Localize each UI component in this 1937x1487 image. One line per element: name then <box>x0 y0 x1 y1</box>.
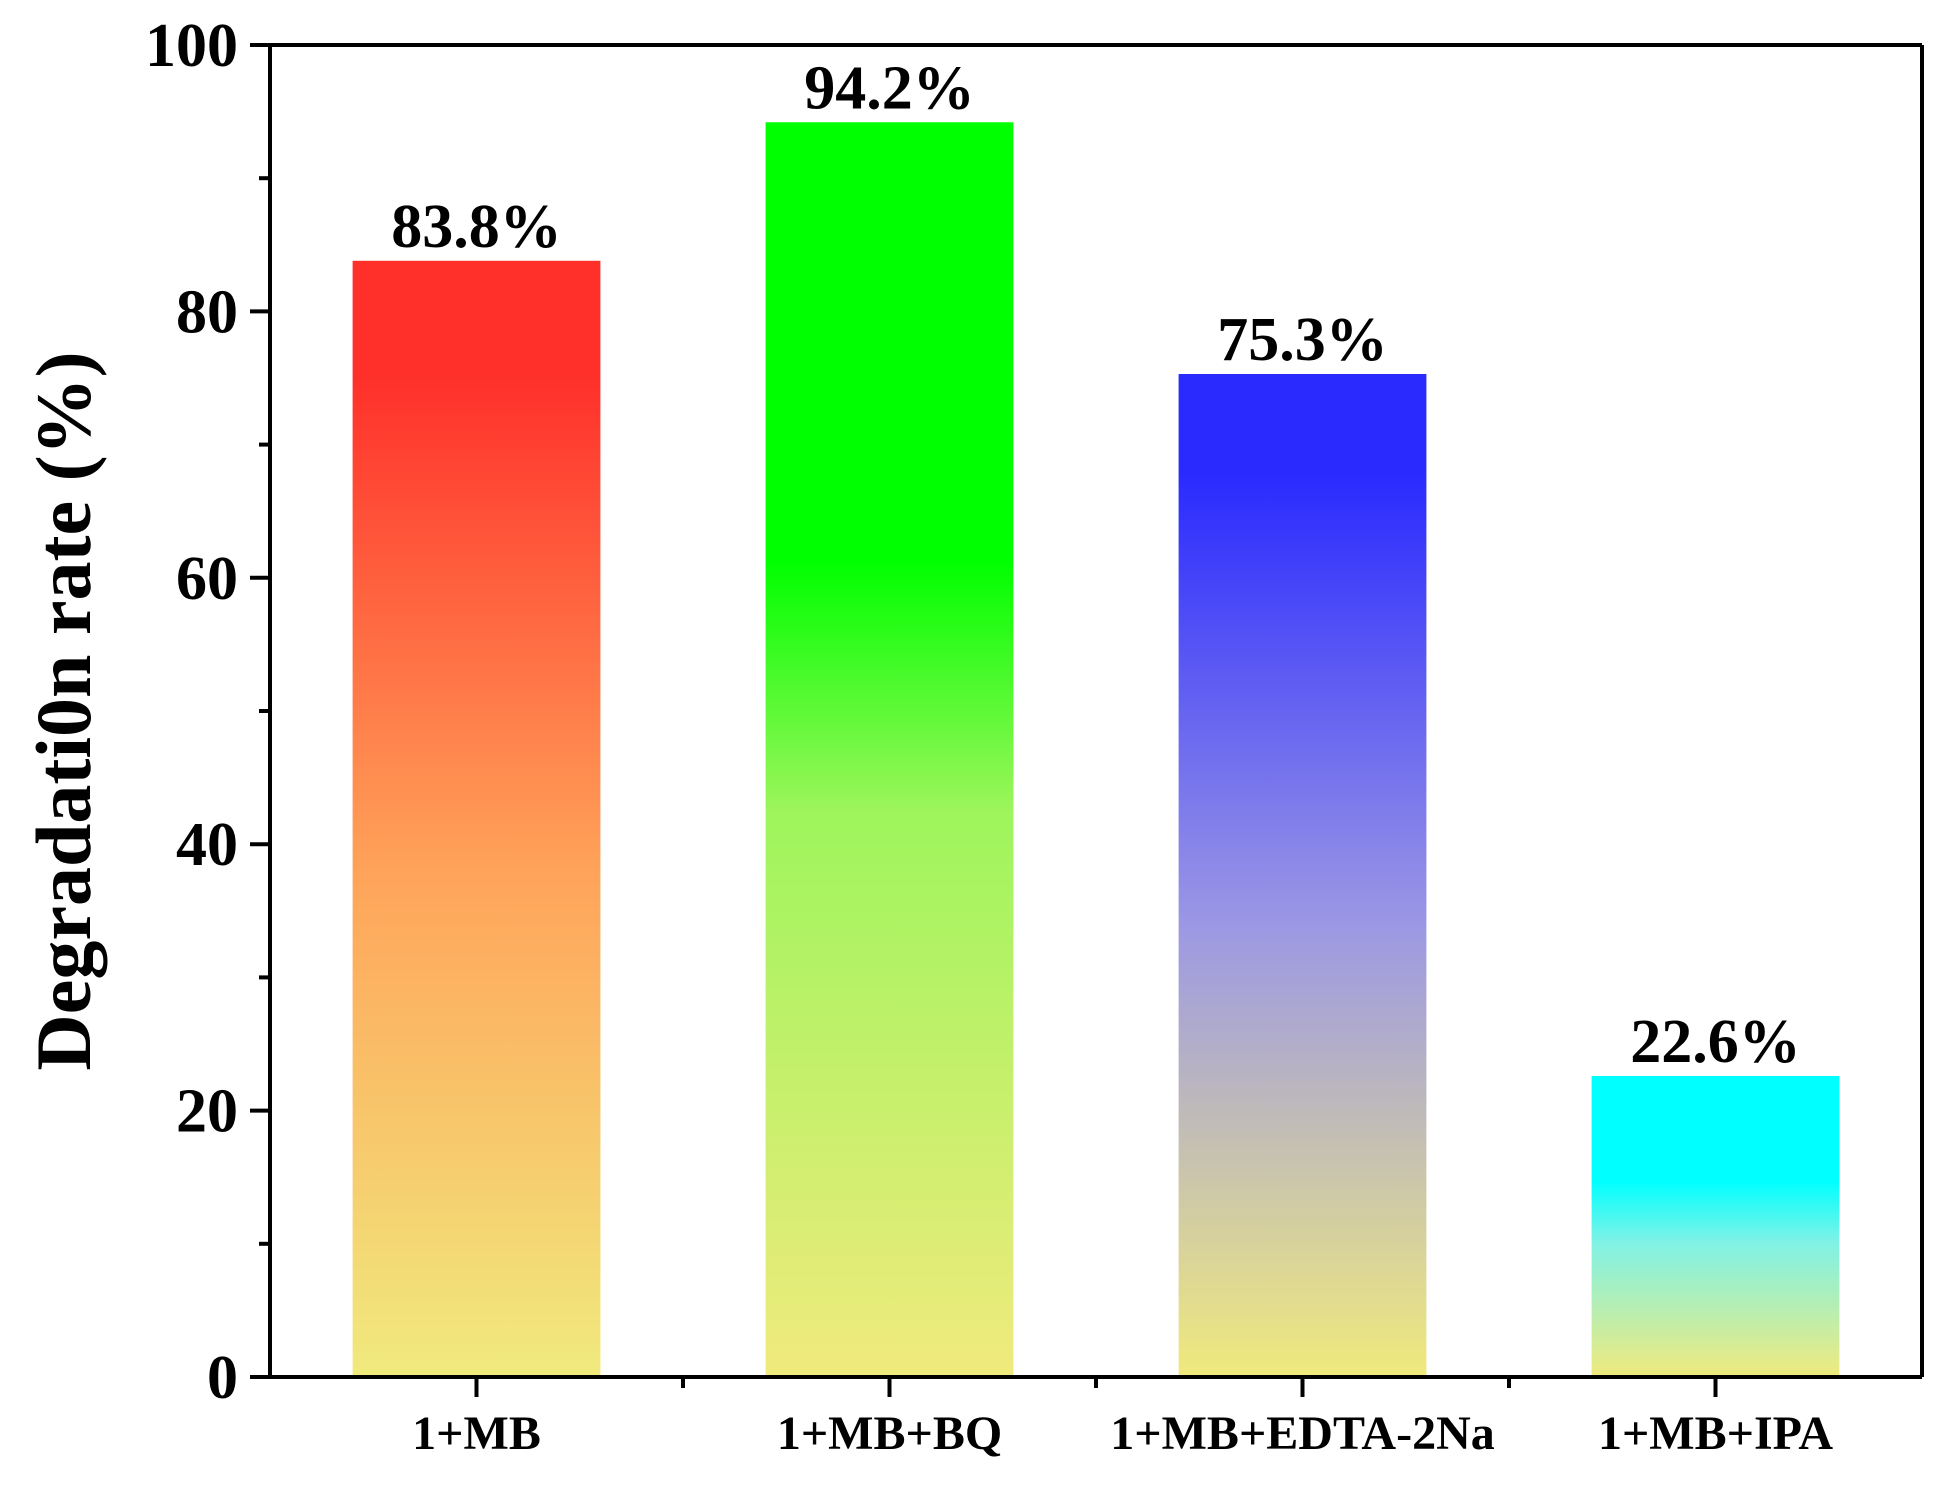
ticks-layer <box>250 43 1718 1397</box>
bar-2 <box>1178 374 1427 1377</box>
x-category-label-1: 1+MB+BQ <box>777 1407 1002 1460</box>
labels-layer: 0 20 40 60 80 100 1+MB 83.8% 1+MB+BQ 94.2% 1+MB+ED… <box>145 12 1833 1460</box>
y-tick-label-20: 20 <box>176 1078 238 1146</box>
y-axis-title: Degradati0n rate (%) <box>20 351 107 1070</box>
bar-value-label-1: 94.2% <box>804 54 975 122</box>
bar-1 <box>765 122 1014 1378</box>
bar-3 <box>1591 1075 1840 1377</box>
bar-0 <box>352 260 601 1378</box>
y-tick-label-40: 40 <box>176 811 238 879</box>
x-category-label-0: 1+MB <box>412 1407 541 1460</box>
y-tick-label-100: 100 <box>145 12 238 80</box>
y-tick-label-0: 0 <box>207 1344 238 1412</box>
bar-value-label-3: 22.6% <box>1630 1008 1801 1076</box>
bar-value-label-2: 75.3% <box>1217 306 1388 374</box>
y-tick-label-80: 80 <box>176 278 238 346</box>
bars-layer <box>352 122 1840 1378</box>
x-category-label-3: 1+MB+IPA <box>1598 1407 1833 1460</box>
bar-value-label-0: 83.8% <box>391 193 562 261</box>
y-tick-label-60: 60 <box>176 545 238 613</box>
x-category-label-2: 1+MB+EDTA-2Na <box>1110 1407 1494 1460</box>
